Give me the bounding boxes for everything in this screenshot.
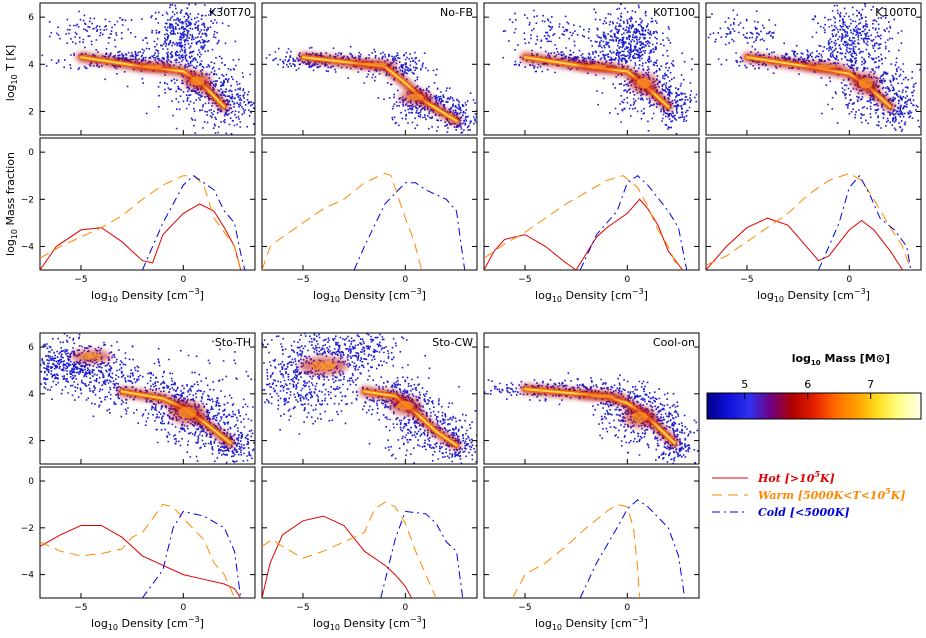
x-axis-label-0: log10 Density [cm−3] [91, 287, 204, 304]
series-hot-line [706, 217, 904, 270]
fraction-y-tick-label: 0 [28, 477, 34, 487]
series-warm-line [706, 172, 912, 270]
x-tick-label: −5 [74, 603, 87, 613]
x-tick-label: 0 [180, 275, 186, 285]
colorbar-tick-label: 5 [741, 378, 748, 391]
series-hot-line [40, 203, 242, 270]
fraction-frame [261, 466, 478, 599]
fraction-frame [705, 137, 922, 271]
phase-diagram [40, 3, 255, 135]
fraction-y-tick-label: −4 [21, 242, 35, 252]
series-cold-line [818, 174, 912, 270]
series-warm-line [40, 175, 242, 270]
fraction-y-tick-label: −4 [21, 571, 35, 581]
phase-y-tick-label: 2 [28, 107, 34, 117]
x-tick-label: 0 [624, 603, 630, 613]
x-tick-label: 0 [180, 603, 186, 613]
panel-Sto-TH: Sto-TH 2 4 6 −5 0 −4 −2 0 log10 Density [cm−3] [21, 332, 256, 632]
series-cold-line [141, 175, 246, 270]
x-axis-label-3: log10 Density [cm−3] [757, 287, 870, 304]
y-axis-label-bottom: log10 Mass fraction [4, 152, 19, 256]
x-axis-label-1: log10 Density [cm−3] [313, 287, 426, 304]
y-axis-label-top: log10 T [K] [4, 45, 19, 101]
legend: Hot [>105K]Warm [5000K<T<105K] Cold [<500… [712, 469, 905, 519]
x-tick-label: 0 [624, 275, 630, 285]
series-cold-line [579, 175, 688, 270]
phase-diagram [262, 3, 477, 135]
phase-y-tick-label: 6 [28, 343, 34, 353]
colorbar: log10 Mass [M⊙] 5 6 7 [706, 352, 922, 420]
fraction-frame [39, 137, 256, 271]
phase-y-tick-label: 4 [28, 390, 34, 400]
panel-K30T70: K30T70 2 4 6 −5 0 −4 −2 0 log10 Density [cm−3] log… [4, 2, 256, 304]
series-hot-line [40, 525, 242, 598]
x-tick-label: 0 [402, 275, 408, 285]
fraction-y-tick-label: −2 [21, 524, 34, 534]
phase-frame [39, 332, 256, 465]
x-tick-label: 0 [402, 603, 408, 613]
series-cold-line [353, 182, 466, 270]
panel-label: Cool-on [653, 336, 695, 349]
x-tick-label: 0 [846, 275, 852, 285]
series-cold-line [380, 510, 464, 598]
series-warm-line [262, 172, 423, 270]
panel-label: No-FB [440, 6, 473, 19]
fraction-y-tick-label: −2 [21, 195, 34, 205]
series-hot-line [484, 198, 683, 270]
phase-frame [39, 2, 256, 136]
colorbar-tick-label: 6 [804, 378, 811, 391]
panel-Cool-on: Cool-on −5 0 log10 Density [cm−3] [483, 332, 700, 632]
fraction-y-tick-label: 0 [28, 148, 34, 158]
series-cold-line [141, 510, 242, 598]
phase-frame [261, 2, 478, 136]
x-tick-label: −5 [296, 275, 309, 285]
series-warm-line [484, 175, 679, 270]
phase-frame [483, 2, 700, 136]
legend-warm-label: Warm [5000K<T<105K] [758, 486, 905, 502]
phase-diagram [484, 333, 699, 464]
x-tick-label: −5 [74, 275, 87, 285]
phase-frame [483, 332, 700, 465]
panel-K0T100: K0T100 −5 0 log10 Density [cm−3] [483, 2, 700, 304]
series-cold-line [579, 499, 686, 598]
panel-label: K0T100 [653, 6, 695, 19]
x-tick-label: −5 [740, 275, 753, 285]
panel-Sto-CW: Sto-CW −5 0 log10 Density [cm−3] [261, 332, 478, 632]
x-tick-label: −5 [296, 603, 309, 613]
series-warm-line [262, 501, 437, 598]
x-axis-label-6: log10 Density [cm−3] [535, 615, 648, 632]
x-tick-label: −5 [518, 275, 531, 285]
phase-diagram [484, 3, 699, 135]
phase-diagram [40, 333, 255, 464]
panel-label: K100T0 [875, 6, 917, 19]
x-tick-label: −5 [518, 603, 531, 613]
phase-frame [261, 332, 478, 465]
fraction-frame [39, 466, 256, 599]
panel-label: Sto-TH [215, 336, 251, 349]
colorbar-tick-label: 7 [867, 378, 874, 391]
x-axis-label-2: log10 Density [cm−3] [535, 287, 648, 304]
fraction-frame [483, 137, 700, 271]
series-warm-line [512, 503, 641, 598]
fraction-frame [483, 466, 700, 599]
phase-y-tick-label: 6 [28, 13, 34, 23]
series-warm-line [40, 503, 235, 598]
phase-y-tick-label: 4 [28, 60, 34, 70]
x-axis-label-4: log10 Density [cm−3] [91, 615, 204, 632]
panel-K100T0: K100T0 −5 0 log10 Density [cm−3] [705, 2, 922, 304]
legend-cold-label: Cold [<5000K] [758, 506, 850, 519]
phase-diagram [706, 3, 921, 135]
fraction-frame [261, 137, 478, 271]
colorbar-bar [706, 392, 922, 420]
phase-diagram [262, 333, 477, 464]
panel-label: Sto-CW [432, 336, 473, 349]
panel-label: K30T70 [209, 6, 251, 19]
phase-y-tick-label: 2 [28, 437, 34, 447]
colorbar-title: log10 Mass [M⊙] [792, 352, 890, 367]
phase-frame [705, 2, 922, 136]
x-axis-label-5: log10 Density [cm−3] [313, 615, 426, 632]
panel-No-FB: No-FB −5 0 log10 Density [cm−3] [261, 2, 478, 304]
legend-hot-label: Hot [>105K] [757, 469, 835, 485]
